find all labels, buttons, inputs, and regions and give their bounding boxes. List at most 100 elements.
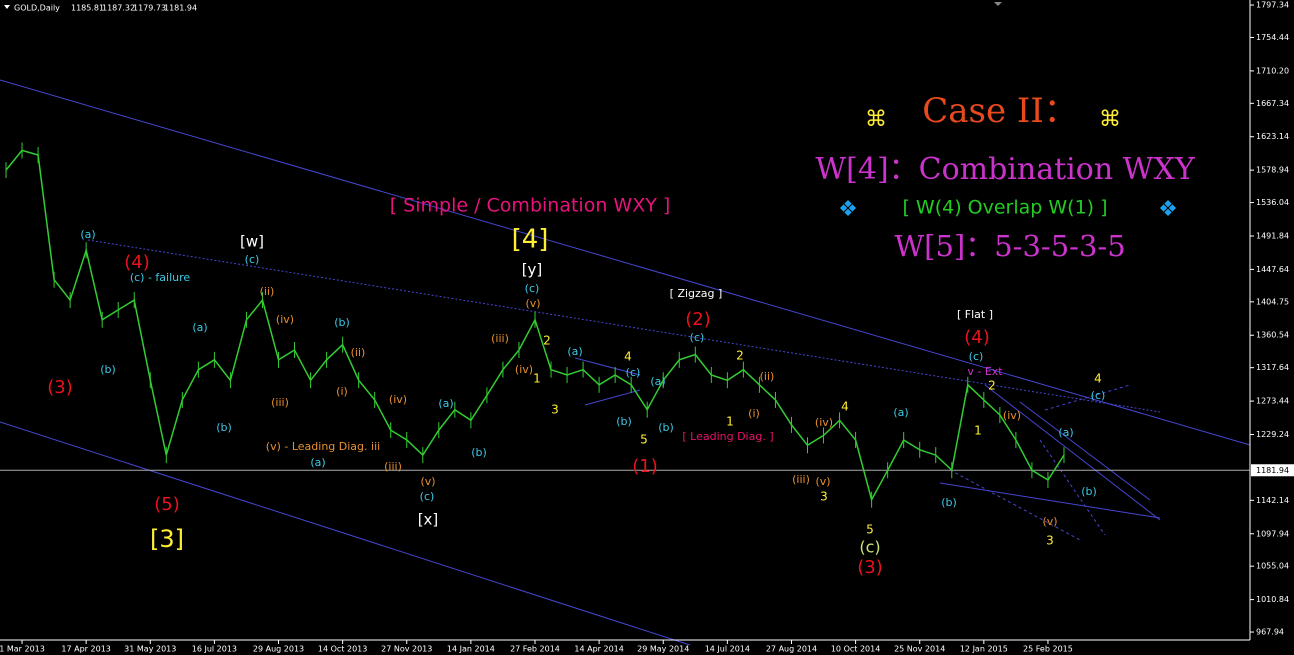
- wave-label: (iii): [384, 460, 402, 473]
- x-tick-label: 27 Aug 2014: [766, 645, 817, 654]
- x-tick-label: 27 Feb 2014: [510, 645, 560, 654]
- x-tick-label: 14 Oct 2013: [318, 645, 367, 654]
- wave-label: (b): [1081, 485, 1097, 498]
- wave-label: (a): [893, 406, 908, 419]
- wave-label: (c) - failure: [130, 271, 191, 284]
- wave-label: (iii): [491, 332, 509, 345]
- wave-label: (a): [80, 228, 95, 241]
- x-tick-label: 1 Mar 2013: [0, 645, 45, 654]
- x-tick-label: 25 Feb 2015: [1023, 645, 1073, 654]
- wave-label: (i): [748, 407, 760, 420]
- wave-label: 2: [736, 349, 744, 363]
- wave-label: (a): [1058, 426, 1073, 439]
- wave-label: (ii): [760, 370, 775, 383]
- wave-label: (ii): [260, 285, 275, 298]
- wave-label: (c): [525, 282, 540, 295]
- wave-label: (b): [616, 415, 632, 428]
- wave-label: (v): [815, 475, 830, 488]
- channel-dotted: [87, 239, 1161, 413]
- case-w4: W[4]：Combination WXY: [815, 152, 1196, 187]
- y-tick-label: 1797.34: [1256, 1, 1289, 10]
- wave-label: (2): [685, 309, 711, 330]
- wave-label: 1: [726, 415, 734, 429]
- wave-label: (4): [124, 252, 150, 273]
- wave-label: (b): [100, 363, 116, 376]
- y-tick-label: 1097.94: [1256, 529, 1289, 538]
- wave-label: 3: [551, 403, 559, 417]
- wave-label: (b): [471, 446, 487, 459]
- open: 1185.81: [71, 4, 104, 13]
- x-tick-label: 14 Jul 2014: [705, 645, 750, 654]
- x-tick-label: 27 Nov 2013: [381, 645, 432, 654]
- wave-label: 3: [820, 490, 828, 504]
- menu-arrow: [4, 5, 10, 9]
- case-heading: Case II：: [922, 91, 1078, 131]
- case-overlap: [ W(4) Overlap W(1) ]: [902, 197, 1107, 219]
- case-w5: W[5]：5-3-5-3-5: [894, 229, 1125, 263]
- wave-label: (c): [859, 538, 880, 557]
- wave-label: (v): [420, 475, 435, 488]
- wave-label: (iv): [815, 416, 833, 429]
- wave-label: (b): [334, 316, 350, 329]
- wave-label: (c): [690, 331, 705, 344]
- wave-label: [w]: [240, 233, 264, 251]
- close: 1181.94: [164, 4, 197, 13]
- y-tick-label: 1491.84: [1256, 231, 1289, 240]
- wave-label: (3): [857, 557, 883, 578]
- wave-label: (iv): [1003, 409, 1021, 422]
- y-tick-label: 1447.64: [1256, 265, 1289, 274]
- chart-title: [ Simple / Combination WXY ]: [390, 195, 671, 217]
- y-tick-label: 1536.04: [1256, 198, 1289, 207]
- y-tick-label: 1360.54: [1256, 331, 1289, 340]
- symbol: GOLD,Daily: [14, 4, 60, 13]
- y-tick-label: 1710.20: [1256, 66, 1289, 75]
- wave-label: (v) - Leading Diag. iii: [266, 440, 380, 453]
- last-price-label: 1181.94: [1256, 466, 1289, 475]
- x-tick-label: 17 Apr 2013: [61, 645, 110, 654]
- y-tick-label: 1623.14: [1256, 132, 1289, 141]
- wedge-top2: [1019, 401, 1151, 501]
- y-tick-label: 1578.94: [1256, 166, 1289, 175]
- wave-label: (i): [336, 385, 348, 398]
- wave-label: (b): [941, 496, 957, 509]
- channel-lower: [0, 421, 691, 646]
- wave-label: (b): [658, 421, 674, 434]
- wave-label: [x]: [418, 511, 439, 529]
- x-tick-label: 14 Jan 2014: [447, 645, 495, 654]
- wave-label: (a): [650, 375, 665, 388]
- x-tick-label: 25 Nov 2014: [894, 645, 945, 654]
- wave-label: (v): [1042, 515, 1057, 528]
- wave-label: [ Leading Diag. ]: [682, 430, 773, 443]
- wave-label: [y]: [522, 261, 543, 279]
- wave-label: [ Flat ]: [957, 308, 993, 321]
- y-tick-label: 1229.24: [1256, 430, 1289, 439]
- wave-label: (a): [567, 345, 582, 358]
- wedge-bottom: [939, 482, 1161, 519]
- wave-label: (3): [47, 377, 73, 398]
- y-tick-label: 1273.44: [1256, 397, 1289, 406]
- x-tick-label: 29 May 2014: [637, 645, 689, 654]
- x-tick-label: 14 Apr 2014: [574, 645, 623, 654]
- wave-label: (iii): [271, 396, 289, 409]
- wave-label: 2: [543, 334, 551, 348]
- wave-label: (c): [245, 253, 260, 266]
- diamond-icon: ❖: [838, 197, 858, 222]
- wedge-top: [984, 384, 1161, 521]
- wave-label: (ii): [351, 346, 366, 359]
- wave-label: 5: [640, 433, 648, 447]
- wave-label: (iv): [276, 313, 294, 326]
- y-tick-label: 1667.34: [1256, 99, 1289, 108]
- wave-label: (iv): [515, 363, 533, 376]
- wedge-dotted3: [949, 469, 1081, 541]
- wave-label: (4): [964, 327, 990, 348]
- x-tick-label: 29 Aug 2013: [253, 645, 304, 654]
- wave-label: (b): [216, 421, 232, 434]
- wave-label: 4: [841, 400, 849, 414]
- wave-label: 4: [1094, 372, 1102, 386]
- trend-lines: [0, 79, 1251, 646]
- wave-label: 1: [974, 424, 982, 438]
- wedge-dotted: [1039, 439, 1106, 536]
- y-tick-label: 1404.75: [1256, 297, 1289, 306]
